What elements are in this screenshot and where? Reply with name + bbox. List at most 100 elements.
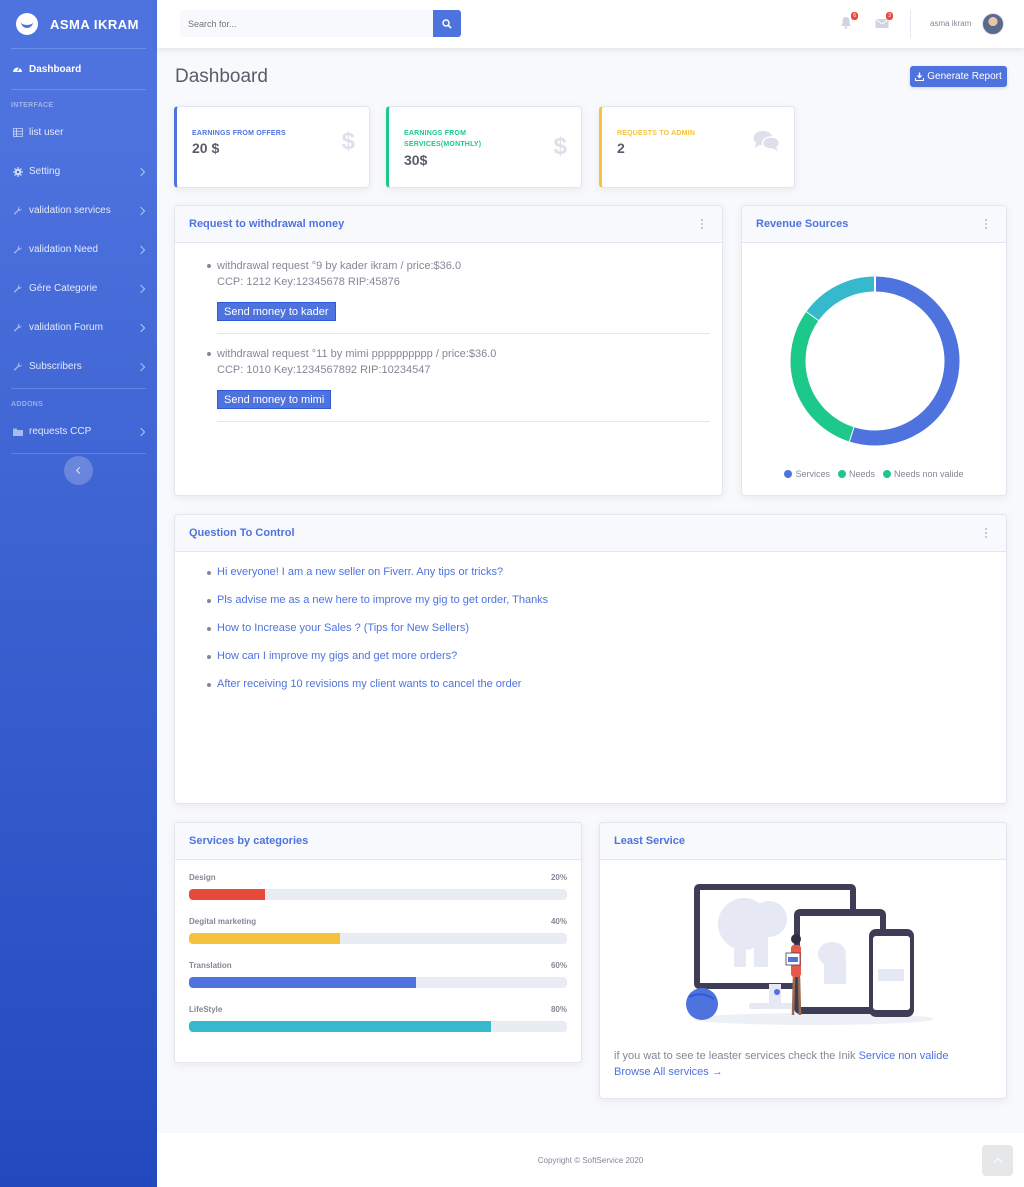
chevron-right-icon (136, 362, 146, 371)
progress-fill (189, 1021, 492, 1032)
stat-card-services: EARNINGS FROM SERVICES(MONTHLY) 30$ $ (386, 106, 582, 188)
withdrawal-request-text: withdrawal request °9 by kader ikram / p… (217, 260, 462, 272)
card-title: Services by categories (189, 835, 309, 847)
sidebar-item-validation-need[interactable]: validation Need (0, 230, 157, 269)
legend-dot (837, 470, 846, 478)
question-link[interactable]: How can I improve my gigs and get more o… (206, 650, 458, 662)
ellipsis-v-icon[interactable] (701, 219, 704, 230)
progress-label: Degital marketing (189, 917, 257, 926)
sidebar-item-label: Dashboard (29, 63, 82, 75)
messages-button[interactable]: 3 (875, 12, 893, 30)
categories-card: Services by categories Design 20% Degital … (174, 822, 582, 1063)
card-header: Request to withdrawal money (175, 206, 722, 243)
sidebar-item-label: requests CCP (29, 426, 92, 437)
messages-badge: 3 (886, 12, 893, 20)
sidebar-divider (11, 89, 146, 90)
alerts-button[interactable]: 6 (840, 12, 858, 30)
tachometer-icon (12, 64, 23, 75)
card-header: Question To Control (175, 515, 1006, 552)
sidebar-item-list-user[interactable]: list user (0, 113, 157, 152)
wrench-icon (12, 361, 23, 372)
sidebar-item-validation-services[interactable]: validation services (0, 191, 157, 230)
service-non-valide-link[interactable]: Service non valide (858, 1050, 949, 1062)
stat-label: REQUESTS TO ADMIN (617, 130, 696, 137)
donut-slice-needs[interactable] (790, 311, 854, 442)
wrench-icon (12, 322, 23, 333)
progress-label: Design (189, 873, 216, 882)
browse-all-services-link[interactable]: Browse All services → (614, 1066, 723, 1078)
sidebar-item-requests-ccp[interactable]: requests CCP (0, 412, 157, 451)
card-header: Services by categories (175, 823, 581, 860)
revenue-donut-chart (790, 275, 960, 446)
stat-label: EARNINGS FROM SERVICES(MONTHLY) (404, 130, 482, 148)
sidebar-toggle-button[interactable] (64, 456, 93, 485)
least-service-description: if you wat to see te leaster services ch… (614, 1050, 859, 1062)
divider (217, 421, 710, 422)
stat-label: EARNINGS FROM OFFERS (192, 130, 286, 137)
topbar-divider (910, 10, 911, 38)
question-link[interactable]: Pls advise me as a new here to improve m… (206, 594, 549, 606)
generate-report-label: Generate Report (927, 71, 1002, 82)
stat-value: 30$ (404, 152, 428, 168)
copyright-text: Copyright © SoftService 2020 (537, 1156, 644, 1165)
chevron-right-icon (136, 284, 146, 293)
sidebar-item-validation-forum[interactable]: validation Forum (0, 308, 157, 347)
question-link[interactable]: How to Increase your Sales ? (Tips for N… (206, 622, 470, 634)
send-money-mimi-button[interactable]: Send money to mimi (217, 390, 332, 409)
progress-track (189, 889, 567, 900)
generate-report-button[interactable]: Generate Report (910, 66, 1007, 87)
withdrawal-card: Request to withdrawal money withdrawal r… (174, 205, 723, 496)
devices-illustration (686, 884, 934, 1025)
question-link[interactable]: After receiving 10 revisions my client w… (206, 678, 522, 690)
progress-label: Translation (189, 961, 232, 970)
angle-up-icon (993, 1157, 1002, 1167)
send-money-kader-button[interactable]: Send money to kader (217, 302, 336, 321)
chevron-right-icon (136, 167, 146, 176)
sidebar-item-label: validation Forum (29, 322, 103, 333)
card-header: Revenue Sources (742, 206, 1006, 243)
sidebar-item-setting[interactable]: Setting (0, 152, 157, 191)
revenue-card: Revenue Sources Services Needs Needs non v… (741, 205, 1007, 496)
sidebar-item-subscribers[interactable]: Subscribers (0, 347, 157, 386)
dollar-icon: $ (341, 128, 355, 155)
sidebar-addon-items: requests CCP (0, 412, 157, 451)
avatar[interactable] (982, 13, 1004, 35)
brand[interactable]: ASMA IKRAM (0, 0, 157, 48)
user-name[interactable]: asma ikram (930, 19, 972, 28)
donut-slice-needs-non-valide[interactable] (806, 276, 876, 321)
search-form (180, 10, 461, 37)
questions-card: Question To Control Hi everyone! I am a … (174, 514, 1007, 804)
least-service-text: if you wat to see te leaster services ch… (614, 1050, 948, 1062)
search-input[interactable] (180, 10, 433, 37)
search-button[interactable] (433, 10, 461, 37)
donut-slice-services[interactable] (848, 276, 960, 446)
progress-track (189, 1021, 567, 1032)
legend-item: Services (784, 469, 830, 479)
sidebar-heading-interface: INTERFACE (11, 102, 54, 109)
sidebar-item-dashboard[interactable]: Dashboard (0, 49, 157, 89)
withdrawal-request-account: CCP: 1010 Key:1234567892 RIP:10234547 (217, 364, 431, 376)
laugh-wink-icon (16, 13, 38, 35)
ellipsis-v-icon[interactable] (985, 528, 988, 539)
scroll-to-top-button[interactable] (982, 1145, 1013, 1176)
legend-dot (882, 470, 891, 478)
table-icon (12, 127, 23, 138)
chevron-left-icon (75, 466, 84, 475)
sidebar-divider (11, 48, 146, 49)
withdrawal-request: withdrawal request °11 by mimi ppppppppp… (206, 346, 496, 378)
cog-icon (12, 166, 23, 177)
dollar-icon: $ (553, 133, 567, 160)
ellipsis-v-icon[interactable] (985, 219, 988, 230)
question-link[interactable]: Hi everyone! I am a new seller on Fiverr… (206, 566, 504, 578)
alerts-badge: 6 (851, 12, 858, 20)
legend-item: Needs non valide (882, 469, 964, 479)
sidebar-item-g-re-categorie[interactable]: Gére Categorie (0, 269, 157, 308)
progress-fill (189, 977, 416, 988)
card-title: Revenue Sources (756, 218, 849, 230)
legend-item: Needs (837, 469, 875, 479)
chevron-right-icon (136, 323, 146, 332)
sidebar-item-label: Gére Categorie (29, 283, 98, 294)
progress-fill (189, 933, 341, 944)
page-title: Dashboard (175, 66, 268, 87)
chevron-right-icon (136, 427, 146, 436)
